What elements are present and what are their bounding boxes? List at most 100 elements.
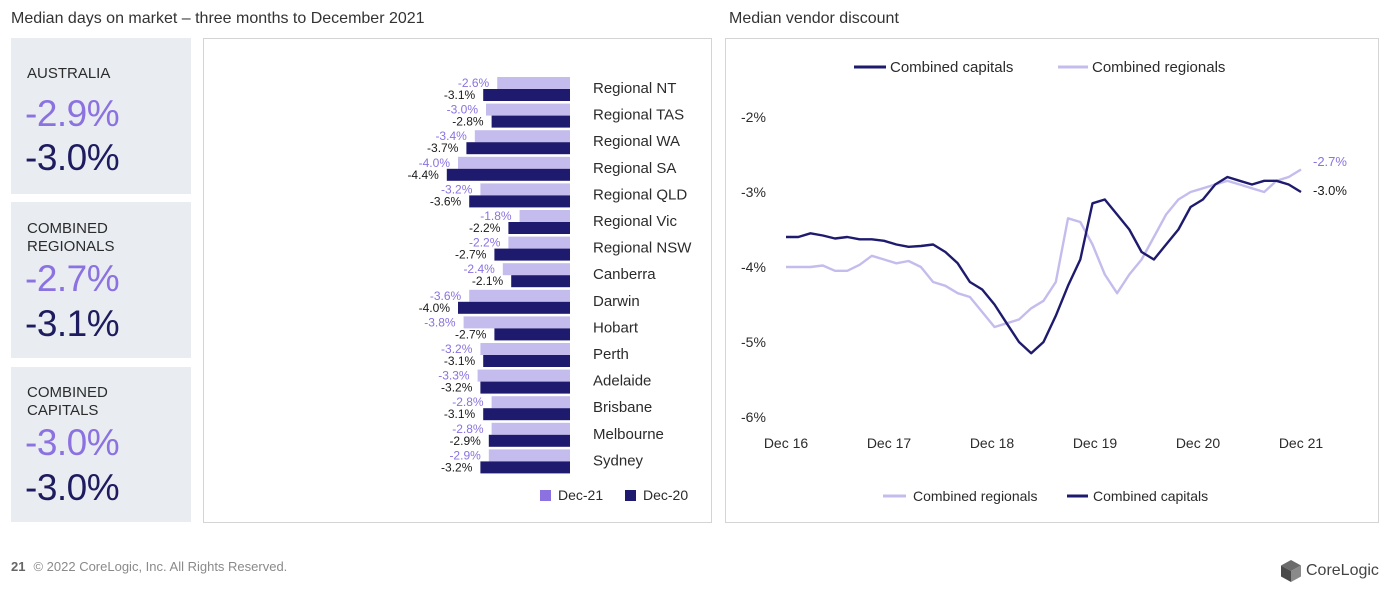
bar-label-dec21: -3.8% [424,315,456,329]
bar-label-dec20: -3.2% [441,381,473,395]
legend-bottom-label-capitals: Combined capitals [1093,488,1208,504]
bar-label-dec21: -2.9% [449,448,481,462]
bar-dec20 [494,248,570,261]
bar-label-dec21: -3.3% [438,369,470,383]
bar-label-dec21: -2.4% [463,262,495,276]
stat-card-combined-regionals: COMBINED REGIONALS -2.7% -3.1% [11,202,191,358]
bar-chart: -2.6%-3.1% Regional NT-3.0%-2.8% Regional … [407,76,692,503]
category-label: Hobart [593,319,639,336]
bar-dec21 [474,130,570,143]
bar-label-dec21: -2.6% [458,76,490,90]
y-tick-label: -3% [741,184,766,200]
stat-value-dec21: -3.0% [25,422,120,463]
legend-swatch-dec21 [540,490,551,501]
bar-chart-panel: -2.6% -3.1% Regional NT -3.0% -2.8% Regional … [203,38,712,523]
bar-dec20 [480,461,570,474]
stat-label: COMBINED REGIONALS [27,220,115,255]
bar-label-dec20: -2.7% [455,248,487,262]
bar-dec21 [508,236,570,249]
bar-label-dec20: -2.8% [452,115,484,129]
stat-label: AUSTRALIA [27,65,111,82]
stat-card-combined-capitals: COMBINED CAPITALS -3.0% -3.0% [11,367,191,522]
bar-label-dec20: -3.1% [444,88,476,102]
bar-label-dec21: -1.8% [480,209,512,223]
bar-label-dec20: -3.2% [441,460,473,474]
bar-label-dec20: -3.6% [430,194,462,208]
category-label: Regional Vic [593,213,677,230]
bar-label-dec20: -3.7% [427,141,459,155]
bar-dec21 [497,77,570,89]
bar-dec20 [466,142,570,155]
corelogic-cube-icon [1281,560,1301,582]
bar-dec20 [491,115,570,128]
y-tick-label: -4% [741,259,766,275]
bar-dec20 [483,355,570,367]
category-label: Regional QLD [593,186,687,203]
bar-dec21 [463,316,570,329]
bar-label-dec21: -4.0% [419,156,451,170]
bar-label-dec21: -3.2% [441,342,473,356]
end-label-capitals: -3.0% [1313,183,1347,198]
category-label: Brisbane [593,399,652,416]
line-combined-regionals [786,168,1302,329]
x-tick-label: Dec 19 [1073,435,1118,451]
y-tick-label: -5% [741,334,766,350]
legend-label-dec21: Dec-21 [558,487,603,503]
bar-label-dec20: -2.2% [469,221,501,235]
bar-label-dec21: -3.4% [435,129,467,143]
bar-dec21 [480,343,570,355]
x-tick-label: Dec 17 [867,435,912,451]
line-chart-title: Median vendor discount [729,10,899,27]
corelogic-logo: CoreLogic [1279,559,1379,583]
category-label: Sydney [593,452,644,469]
category-label: Canberra [593,266,656,283]
page-number: 21 [11,559,26,574]
bar-label-dec20: -4.0% [419,301,451,315]
y-tick-label: -2% [741,109,766,125]
category-label: Regional WA [593,133,680,150]
legend-top-label-regionals: Combined regionals [1092,59,1225,76]
category-label: Darwin [593,293,640,310]
logo-text: CoreLogic [1306,562,1379,579]
bar-dec20 [508,222,570,234]
bar-dec20 [480,381,570,394]
line-chart: -2% -3% -4% -5% -6% Dec 16 Dec 17 Dec 18 Dec 19 D… [741,59,1347,504]
legend-top-label-capitals: Combined capitals [890,59,1013,76]
bar-dec21 [477,369,570,382]
bar-label-dec21: -2.8% [452,395,484,409]
legend-label-dec20: Dec-20 [643,487,688,503]
bar-dec20 [483,408,570,421]
bar-label-dec20: -3.1% [444,354,476,368]
bar-dec21 [458,156,570,169]
x-tick-label: Dec 18 [970,435,1015,451]
bar-label-dec20: -4.4% [407,168,439,182]
bar-dec21 [491,422,570,435]
bar-dec20 [458,301,570,314]
bar-dec20 [511,275,570,288]
stat-value-dec21: -2.9% [25,93,120,134]
x-tick-label: Dec 16 [764,435,809,451]
bar-dec20 [488,434,570,447]
bar-label-dec20: -2.7% [455,327,487,341]
stat-value-dec20: -3.1% [25,303,120,344]
category-label: Regional SA [593,160,676,177]
bar-dec21 [488,449,570,462]
category-label: Regional NSW [593,240,692,257]
y-tick-label: -6% [741,409,766,425]
stat-value-dec21: -2.7% [25,258,120,299]
legend-swatch-dec20 [625,490,636,501]
category-label: Melbourne [593,426,664,443]
stat-label: COMBINED CAPITALS [27,384,108,419]
bar-dec21 [491,396,570,409]
bar-label-dec21: -3.2% [441,182,473,196]
bar-dec21 [486,103,570,116]
line-chart-panel: -2% -3% -4% -5% -6% Dec 16 Dec 17 Dec 18 Dec 19 D… [725,38,1379,523]
bar-chart-title: Median days on market – three months to … [11,10,425,27]
bar-label-dec20: -3.1% [444,407,476,421]
bar-label-dec21: -3.6% [430,289,462,303]
x-tick-label: Dec 20 [1176,435,1221,451]
bar-label-dec21: -2.2% [469,236,501,250]
footer: 21 © 2022 CoreLogic, Inc. All Rights Rese… [11,559,287,574]
bar-dec20 [446,168,570,181]
line-combined-capitals [786,175,1302,355]
